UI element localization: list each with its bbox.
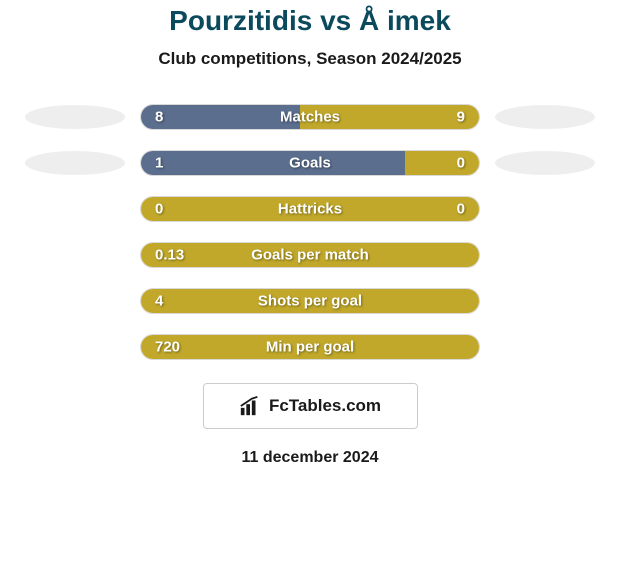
stat-value-right: 0 <box>457 201 465 218</box>
stat-label: Goals <box>289 155 331 172</box>
stat-value-right: 0 <box>457 155 465 172</box>
stat-row: 4 Shots per goal <box>0 283 620 319</box>
stat-row: 8 Matches 9 <box>0 99 620 135</box>
stat-row: 0 Hattricks 0 <box>0 191 620 227</box>
stat-bar: 1 Goals 0 <box>140 150 480 176</box>
stat-bar: 8 Matches 9 <box>140 104 480 130</box>
stat-value-left: 720 <box>155 339 180 356</box>
stat-bar: 4 Shots per goal <box>140 288 480 314</box>
stat-label: Hattricks <box>278 201 342 218</box>
comparison-container: Pourzitidis vs Å imek Club competitions,… <box>0 0 620 467</box>
avatar-placeholder-right <box>495 151 595 175</box>
date-text: 11 december 2024 <box>0 449 620 467</box>
stat-bar: 720 Min per goal <box>140 334 480 360</box>
stat-row: 1 Goals 0 <box>0 145 620 181</box>
bar-segment-right <box>405 151 479 175</box>
avatar-placeholder-left <box>25 151 125 175</box>
avatar-placeholder-left <box>25 105 125 129</box>
badge-text: FcTables.com <box>269 396 381 416</box>
stat-value-left: 8 <box>155 109 163 126</box>
stat-label: Shots per goal <box>258 293 362 310</box>
stat-bar: 0 Hattricks 0 <box>140 196 480 222</box>
bar-segment-left <box>141 151 405 175</box>
source-badge[interactable]: FcTables.com <box>203 383 418 429</box>
stat-row: 720 Min per goal <box>0 329 620 365</box>
stat-value-left: 1 <box>155 155 163 172</box>
stat-label: Goals per match <box>251 247 369 264</box>
stat-label: Matches <box>280 109 340 126</box>
stat-label: Min per goal <box>266 339 354 356</box>
stat-value-right: 9 <box>457 109 465 126</box>
stat-bar: 0.13 Goals per match <box>140 242 480 268</box>
avatar-placeholder-right <box>495 105 595 129</box>
stat-row: 0.13 Goals per match <box>0 237 620 273</box>
stat-value-left: 4 <box>155 293 163 310</box>
page-title: Pourzitidis vs Å imek <box>0 5 620 37</box>
stat-value-left: 0 <box>155 201 163 218</box>
bar-segment-left <box>141 105 300 129</box>
stats-rows: 8 Matches 9 1 Goals 0 0 Hattricks 0 0.13 Goals per… <box>0 99 620 365</box>
subtitle: Club competitions, Season 2024/2025 <box>0 49 620 69</box>
stat-value-left: 0.13 <box>155 247 184 264</box>
chart-icon <box>239 395 261 417</box>
